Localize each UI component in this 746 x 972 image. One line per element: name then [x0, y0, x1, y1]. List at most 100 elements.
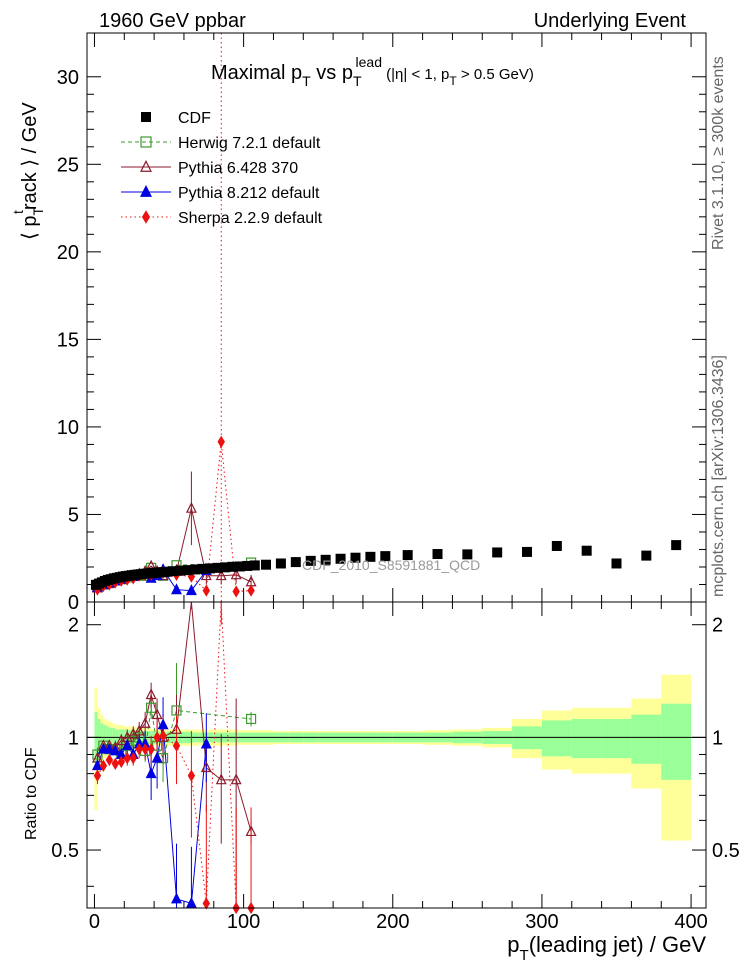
- ratio-point-diamond: [187, 769, 196, 782]
- main-y-tick-label: 5: [68, 504, 79, 526]
- data-point-square: [335, 553, 346, 564]
- ratio-point-open-triangle: [200, 761, 212, 773]
- title-part-b: vs p: [311, 62, 353, 84]
- legend-marker-4: [141, 210, 151, 224]
- x-tick-label: 300: [525, 911, 558, 933]
- ratio-y-tick-label: 2: [68, 615, 79, 637]
- ratio-point-open-triangle: [245, 825, 257, 837]
- ratio-y-label: Ratio to CDF: [23, 747, 40, 840]
- ratio-series-markers: [91, 688, 257, 915]
- legend-label-4: Sherpa 2.2.9 default: [178, 210, 323, 227]
- chart-title: Maximal pT vs pTlead (|η| < 1, pT > 0.5 …: [211, 54, 534, 89]
- ylabel-part-a: ⟨ p: [19, 216, 41, 240]
- x-tick-label: 0: [89, 911, 100, 933]
- green-band-bin: [601, 718, 632, 759]
- data-point-open-triangle: [200, 569, 212, 581]
- legend-marker-1: [140, 136, 152, 148]
- data-point-square: [190, 564, 201, 575]
- green-band-bin: [661, 703, 692, 780]
- legend-marker-3: [140, 184, 152, 197]
- green-band-bin: [94, 711, 98, 768]
- data-point-diamond: [232, 585, 240, 598]
- green-band-bin: [571, 718, 602, 759]
- data-point-diamond: [247, 584, 255, 597]
- legend-label-3: Pythia 8.212 default: [178, 185, 320, 202]
- legend-marker-2: [140, 159, 152, 172]
- data-point-triangle: [185, 584, 197, 596]
- ratio-point-diamond: [147, 742, 155, 756]
- green-band-bin: [100, 723, 104, 753]
- data-point-square: [182, 565, 193, 576]
- data-point-square: [350, 552, 361, 563]
- ratio-point-diamond: [105, 753, 114, 767]
- ratio-y-tick-label-right: 1: [712, 727, 723, 749]
- ratio-point-open-triangle: [151, 708, 163, 720]
- ratio-point-open-square: [245, 713, 257, 725]
- ratio-frame-border: [86, 601, 707, 909]
- x-axis-label: pT(leading jet) / GeV: [507, 932, 706, 964]
- ratio-point-triangle: [109, 744, 121, 756]
- data-point-square: [432, 549, 443, 560]
- green-band-bin: [541, 720, 572, 757]
- main-y-tick-label: 10: [57, 417, 79, 439]
- main-y-tick-label: 0: [68, 592, 79, 614]
- ratio-point-triangle: [151, 751, 163, 763]
- ratio-point-triangle: [185, 896, 197, 908]
- data-point-square: [234, 561, 245, 572]
- side-label-top: Rivet 3.1.10, ≥ 300k events: [710, 56, 727, 250]
- ratio-point-triangle: [171, 892, 182, 904]
- main-y-tick-label: 15: [57, 329, 79, 351]
- ylabel-sup: t: [10, 210, 26, 214]
- data-point-square: [167, 566, 178, 577]
- ratio-point-diamond: [111, 757, 120, 770]
- title-part-c: (|η| < 1, p: [382, 66, 449, 83]
- data-point-square: [212, 562, 223, 573]
- data-point-square: [249, 560, 260, 571]
- data-point-open-triangle: [230, 568, 242, 580]
- ratio-point-triangle: [121, 739, 133, 751]
- legend: CDF Herwig 7.2.1 default Pythia 6.428 370 P…: [121, 110, 323, 227]
- green-band-bin: [103, 724, 107, 751]
- ratio-y-tick-label-right: 0.5: [712, 840, 740, 862]
- data-point-square: [641, 550, 652, 561]
- data-point-square: [175, 565, 186, 576]
- ylabel-part-b: rack ⟩ / GeV: [19, 102, 41, 210]
- title-part-d: > 0.5 GeV): [457, 66, 534, 83]
- data-point-square: [305, 555, 316, 566]
- green-band-bin: [97, 718, 101, 759]
- title-sub-b: T: [353, 73, 362, 89]
- data-point-square: [205, 563, 216, 574]
- legend-label-1: Herwig 7.2.1 default: [178, 135, 321, 152]
- data-point-square: [462, 549, 473, 560]
- ratio-point-triangle: [145, 767, 157, 779]
- data-point-square: [162, 566, 173, 577]
- data-point-square: [260, 559, 271, 570]
- watermark: CDF_2010_S8591881_QCD: [302, 557, 480, 573]
- ratio-y-tick-label-right: 2: [712, 615, 723, 637]
- ratio-point-open-triangle: [230, 773, 242, 785]
- data-point-square: [380, 551, 391, 562]
- ratio-point-diamond: [153, 731, 161, 744]
- data-point-square: [320, 554, 331, 565]
- data-point-square: [611, 558, 622, 569]
- ratio-point-open-triangle: [215, 773, 227, 785]
- data-point-square: [551, 540, 562, 551]
- ratio-point-diamond: [123, 751, 131, 765]
- data-point-square: [402, 550, 413, 561]
- main-y-tick-label: 30: [57, 67, 79, 89]
- ratio-point-diamond: [141, 742, 149, 756]
- x-tick-label: 100: [227, 911, 260, 933]
- ratio-y-tick-label: 1: [68, 727, 79, 749]
- header-right: Underlying Event: [534, 10, 687, 32]
- xlabel-sub: T: [520, 947, 529, 964]
- title-part-a: Maximal p: [211, 62, 302, 84]
- data-point-square: [290, 557, 301, 568]
- ratio-point-diamond: [159, 729, 167, 742]
- legend-marker-0: [141, 112, 151, 122]
- ratio-point-diamond: [135, 742, 143, 756]
- xlabel-part-b: (leading jet) / GeV: [529, 932, 707, 957]
- ratio-point-open-triangle: [145, 688, 157, 700]
- data-point-square: [581, 545, 592, 556]
- main-plot-area: [87, 33, 706, 602]
- data-point-square: [671, 540, 682, 551]
